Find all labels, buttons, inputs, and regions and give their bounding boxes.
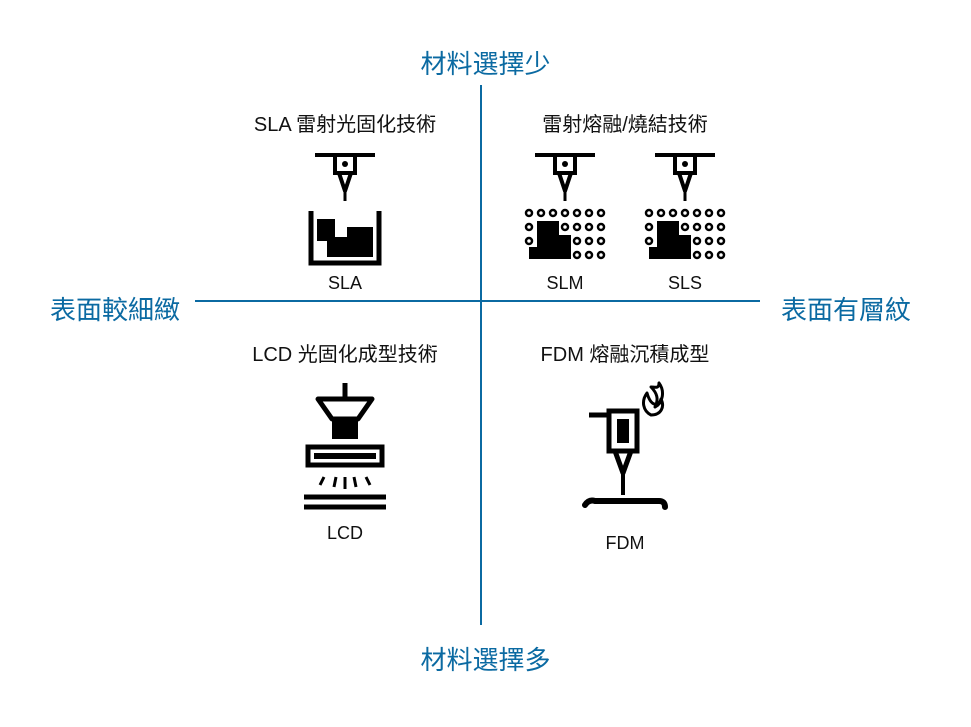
quad-title-slm-sls: 雷射熔融/燒結技術 <box>495 108 755 137</box>
axis-vertical <box>480 85 482 625</box>
axis-label-right: 表面有層紋 <box>781 290 911 327</box>
sls-icon <box>635 147 735 267</box>
quadrant-sla: SLA 雷射光固化技術 SLA <box>215 108 475 294</box>
quad-caption-fdm: FDM <box>565 533 685 554</box>
lcd-icon <box>290 377 400 517</box>
quad-title-sla: SLA 雷射光固化技術 <box>215 108 475 137</box>
quad-caption-lcd: LCD <box>290 523 400 544</box>
fdm-icon <box>565 377 685 527</box>
axis-label-left: 表面較細緻 <box>50 290 180 327</box>
quad-caption-slm: SLM <box>515 273 615 294</box>
quadrant-lcd: LCD 光固化成型技術 <box>215 338 475 544</box>
quad-title-fdm: FDM 熔融沉積成型 <box>495 338 755 367</box>
axis-horizontal <box>195 300 760 302</box>
quadrant-slm-sls: 雷射熔融/燒結技術 <box>495 108 755 294</box>
axis-label-bottom: 材料選擇多 <box>420 640 550 677</box>
slm-icon <box>515 147 615 267</box>
quad-caption-sla: SLA <box>295 273 395 294</box>
sla-icon <box>295 147 395 267</box>
quadrant-fdm: FDM 熔融沉積成型 FDM <box>495 338 755 554</box>
quad-caption-sls: SLS <box>635 273 735 294</box>
axis-label-top: 材料選擇少 <box>420 44 550 81</box>
quad-title-lcd: LCD 光固化成型技術 <box>215 338 475 367</box>
